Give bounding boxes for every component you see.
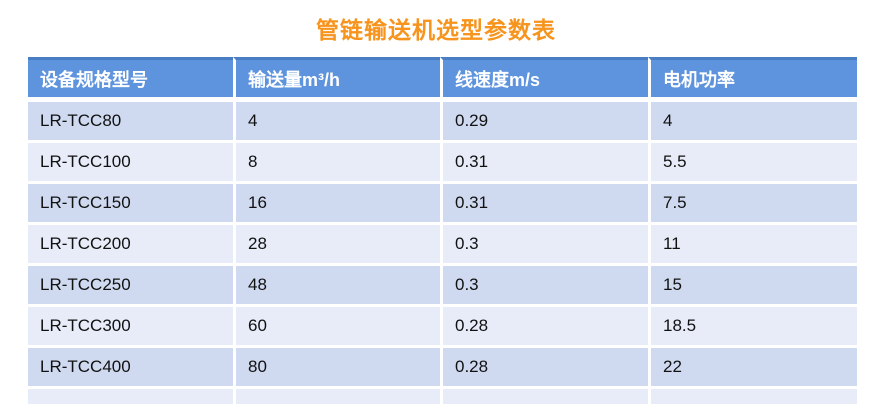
page-title: 管链输送机选型参数表 bbox=[316, 17, 556, 43]
table-cell: 18.5 bbox=[648, 307, 857, 348]
table-cell bbox=[28, 389, 233, 404]
table-cell: LR-TCC400 bbox=[28, 348, 233, 389]
table-row-clipped bbox=[28, 389, 857, 404]
table-cell: 15 bbox=[648, 266, 857, 307]
table-cell: 28 bbox=[233, 225, 440, 266]
table-cell: 22 bbox=[648, 348, 857, 389]
table-cell: 60 bbox=[233, 307, 440, 348]
table-cell: LR-TCC300 bbox=[28, 307, 233, 348]
table-row: LR-TCC100 8 0.31 5.5 bbox=[28, 143, 857, 184]
table-cell: 4 bbox=[648, 102, 857, 143]
table-cell: 0.3 bbox=[440, 225, 648, 266]
table-cell: 0.31 bbox=[440, 143, 648, 184]
table-row: LR-TCC200 28 0.3 11 bbox=[28, 225, 857, 266]
table-cell: LR-TCC150 bbox=[28, 184, 233, 225]
table-cell: 0.29 bbox=[440, 102, 648, 143]
table-cell: 11 bbox=[648, 225, 857, 266]
table-cell: 0.28 bbox=[440, 307, 648, 348]
table-cell: 4 bbox=[233, 102, 440, 143]
table-row: LR-TCC300 60 0.28 18.5 bbox=[28, 307, 857, 348]
table-cell: 8 bbox=[233, 143, 440, 184]
col-header-capacity: 输送量m³/h bbox=[233, 57, 440, 102]
table-row: LR-TCC150 16 0.31 7.5 bbox=[28, 184, 857, 225]
col-header-model: 设备规格型号 bbox=[28, 57, 233, 102]
table-cell: 0.3 bbox=[440, 266, 648, 307]
table-cell: 80 bbox=[233, 348, 440, 389]
table-row: LR-TCC400 80 0.28 22 bbox=[28, 348, 857, 389]
col-header-motor-power: 电机功率 bbox=[648, 57, 857, 102]
table-cell: LR-TCC100 bbox=[28, 143, 233, 184]
parameters-table: 设备规格型号 输送量m³/h 线速度m/s 电机功率 LR-TCC80 4 0.29… bbox=[28, 57, 857, 404]
table-cell: LR-TCC200 bbox=[28, 225, 233, 266]
table-row: LR-TCC250 48 0.3 15 bbox=[28, 266, 857, 307]
table-cell: LR-TCC80 bbox=[28, 102, 233, 143]
table-cell: 5.5 bbox=[648, 143, 857, 184]
parameters-table-container: 设备规格型号 输送量m³/h 线速度m/s 电机功率 LR-TCC80 4 0.29… bbox=[28, 57, 857, 404]
table-row: LR-TCC80 4 0.29 4 bbox=[28, 102, 857, 143]
table-body: LR-TCC80 4 0.29 4 LR-TCC100 8 0.31 5.5 LR-TCC150… bbox=[28, 102, 857, 404]
table-cell: 0.28 bbox=[440, 348, 648, 389]
table-cell: 0.31 bbox=[440, 184, 648, 225]
table-cell: 48 bbox=[233, 266, 440, 307]
table-cell bbox=[648, 389, 857, 404]
table-cell: 7.5 bbox=[648, 184, 857, 225]
col-header-linear-speed: 线速度m/s bbox=[440, 57, 648, 102]
table-cell bbox=[440, 389, 648, 404]
table-cell: 16 bbox=[233, 184, 440, 225]
table-cell: LR-TCC250 bbox=[28, 266, 233, 307]
table-header-row: 设备规格型号 输送量m³/h 线速度m/s 电机功率 bbox=[28, 57, 857, 102]
table-cell bbox=[233, 389, 440, 404]
